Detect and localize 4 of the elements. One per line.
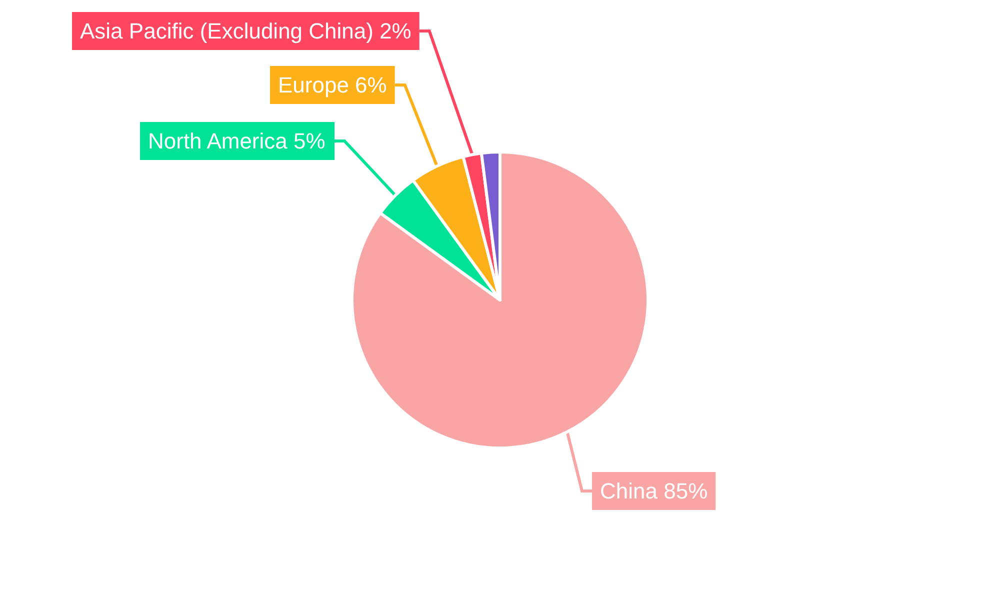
slice-label: Europe 6%: [278, 72, 387, 98]
slice-label: China 85%: [600, 478, 708, 504]
slice-label: Asia Pacific (Excluding China) 2%: [80, 18, 412, 44]
slice-label: North America 5%: [148, 128, 326, 154]
